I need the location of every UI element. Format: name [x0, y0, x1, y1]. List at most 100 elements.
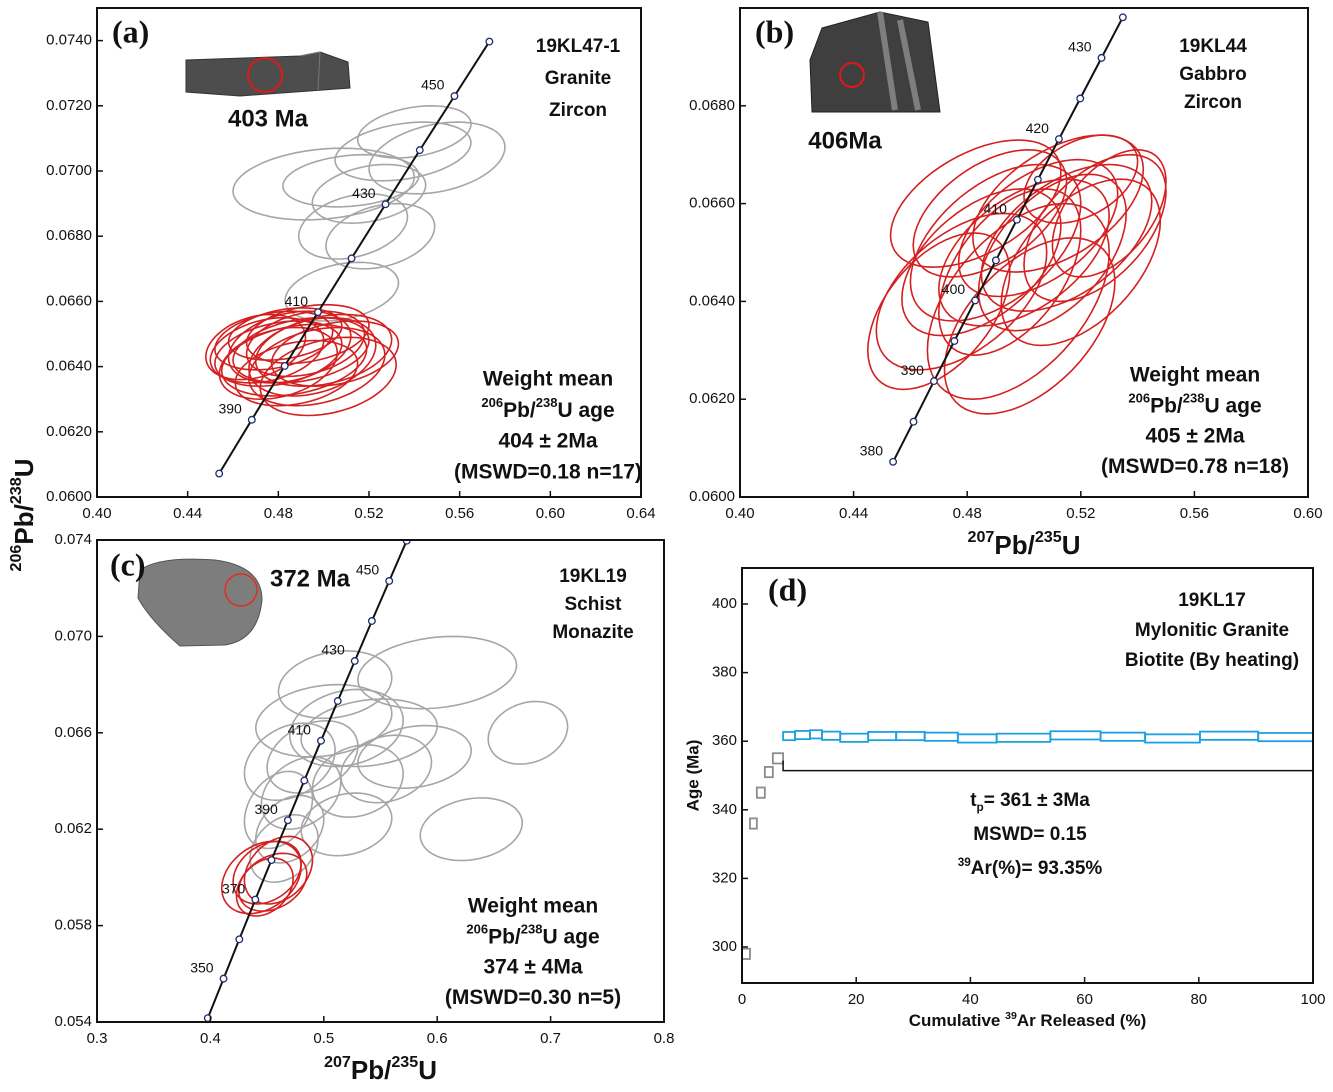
concordia-point — [301, 777, 308, 784]
x-tick-label: 0.48 — [264, 505, 293, 522]
x-tick-label: 0.40 — [82, 505, 111, 522]
y-tick-label: 0.0620 — [689, 390, 735, 407]
sample-label: Schist — [564, 594, 622, 615]
age-step — [925, 733, 958, 741]
age-step — [1050, 731, 1100, 739]
sample-label: 19KL44 — [1179, 36, 1247, 57]
result: 206Pb/238U age — [481, 395, 614, 422]
plateau-bracket — [783, 761, 1313, 771]
x-axis-title-part: 235 — [1035, 528, 1062, 546]
result-part: 238 — [521, 921, 543, 936]
y-axis-title: Age (Ma) — [683, 740, 702, 812]
concordia-point — [216, 470, 223, 477]
y-tick-label: 0.0640 — [689, 292, 735, 309]
result-part: U age — [557, 399, 614, 422]
x-axis-title-part: 207 — [967, 528, 994, 546]
y-tick-label: 0.0640 — [46, 358, 92, 375]
concordia-point — [486, 38, 493, 45]
y-tick-label: 360 — [712, 732, 737, 749]
concordia-point — [910, 418, 917, 425]
sample-label: 19KL47-1 — [536, 36, 621, 57]
x-tick-label: 100 — [1300, 991, 1325, 1008]
x-tick-label: 0.40 — [725, 505, 754, 522]
age-label: 420 — [1026, 120, 1050, 136]
x-tick-label: 0.60 — [536, 505, 565, 522]
y-tick-label: 380 — [712, 664, 737, 681]
result: 206Pb/238U age — [466, 921, 599, 948]
x-tick-label: 40 — [962, 991, 979, 1008]
concordia-point — [348, 255, 355, 262]
age-label: 450 — [356, 562, 380, 578]
age-label: 350 — [190, 959, 214, 975]
concordia-point — [451, 93, 458, 100]
concordia-point — [1077, 95, 1084, 102]
concordia-point — [281, 363, 288, 370]
age-label: 390 — [254, 801, 278, 817]
x-tick-label: 0.7 — [540, 1030, 561, 1047]
age-label: 430 — [1068, 39, 1092, 55]
age-label: 400 — [942, 281, 966, 297]
age-step — [795, 731, 810, 739]
monazite-image — [138, 559, 262, 646]
x-tick-label: 0.6 — [427, 1030, 448, 1047]
y-tick-label: 0.066 — [54, 724, 92, 741]
age-step — [810, 730, 822, 738]
y-tick-label: 0.0600 — [689, 488, 735, 505]
result: (MSWD=0.18 n=17) — [454, 461, 642, 484]
sample-label: Zircon — [549, 100, 607, 121]
concordia-point — [334, 698, 341, 705]
age-label: 430 — [321, 642, 345, 658]
result: Weight mean — [468, 895, 598, 918]
x-tick-label: 0.56 — [1180, 505, 1209, 522]
age-step — [997, 734, 1051, 742]
result-part: 238 — [536, 395, 558, 410]
result-part: Pb/ — [1150, 394, 1183, 417]
result-part: Pb/ — [503, 399, 536, 422]
y-tick-label: 0.074 — [54, 531, 92, 548]
age-label: 390 — [218, 400, 242, 416]
y-tick-label: 400 — [712, 595, 737, 612]
error-ellipse — [335, 122, 471, 181]
y-axis-title-part: 238 — [7, 477, 25, 504]
result-part: U age — [542, 925, 599, 948]
concordia-point — [285, 817, 292, 824]
age-step — [1145, 734, 1200, 742]
sample-label: 19KL19 — [559, 566, 627, 587]
y-tick-label: 320 — [712, 869, 737, 886]
x-axis-title-part: Ar Released (%) — [1017, 1011, 1146, 1030]
panel-label: (d) — [768, 571, 807, 607]
y-tick-label: 0.0720 — [46, 97, 92, 114]
x-tick-label: 0.48 — [953, 505, 982, 522]
y-tick-label: 0.0680 — [689, 97, 735, 114]
y-axis-title-part: U — [9, 458, 39, 477]
concordia-point — [252, 896, 259, 903]
result: 374 ± 4Ma — [483, 956, 582, 979]
image-age: 406Ma — [808, 127, 882, 154]
x-tick-label: 0.5 — [313, 1030, 334, 1047]
sample-label: Monazite — [552, 622, 633, 643]
result: Weight mean — [483, 368, 613, 391]
concordia-point — [236, 936, 243, 943]
plot-area — [206, 38, 505, 477]
x-axis-title-part: 235 — [391, 1053, 418, 1071]
result: 405 ± 2Ma — [1145, 425, 1244, 448]
sample-label: 19KL17 — [1178, 590, 1246, 611]
sample-label: Biotite (By heating) — [1125, 650, 1299, 671]
concordia-point — [993, 257, 1000, 264]
concordia-point — [249, 416, 256, 423]
result-part: 206 — [481, 395, 503, 410]
age-label: 370 — [222, 880, 246, 896]
y-tick-label: 340 — [712, 801, 737, 818]
age-step — [868, 732, 896, 740]
age-step — [783, 732, 795, 740]
concordia-point — [890, 458, 897, 465]
x-axis-title-part: U — [418, 1055, 437, 1085]
x-tick-label: 0.52 — [1066, 505, 1095, 522]
y-tick-label: 0.062 — [54, 820, 92, 837]
result: tp= 361 ± 3Ma — [970, 790, 1090, 814]
sample-label: Gabbro — [1179, 64, 1247, 85]
concordia-point — [416, 147, 423, 154]
result-part: U age — [1204, 394, 1261, 417]
age-step — [822, 732, 840, 740]
age-step — [896, 732, 925, 740]
